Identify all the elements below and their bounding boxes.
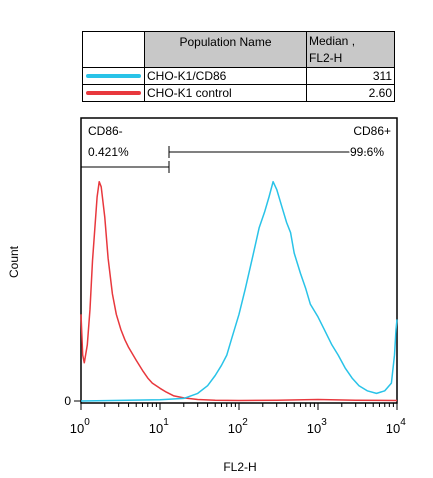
gate-percent-cd86-positive: 99.6%: [350, 145, 384, 159]
gate-percent-cd86-negative: 0.421%: [88, 145, 129, 159]
legend-swatch-cell: [82, 84, 145, 102]
legend-header-median: Median , FL2-H: [306, 31, 395, 68]
legend-row-name: CHO-K1/CD86: [144, 67, 307, 85]
y-tick-label: 0: [64, 394, 71, 408]
gate-label-cd86-negative: CD86-: [88, 124, 123, 138]
legend-swatch-cd86: [86, 74, 141, 78]
plot-frame: [80, 117, 398, 404]
gate-label-cd86-positive: CD86+: [353, 124, 391, 138]
legend-row-median: 2.60: [306, 84, 395, 102]
x-tick-label-exponent: 3: [321, 417, 327, 428]
legend-swatch-control: [86, 91, 141, 95]
x-tick-label-exponent: 4: [400, 417, 406, 428]
y-axis-label: Count: [7, 245, 21, 278]
x-tick-label-base: 10: [149, 421, 163, 436]
x-tick-label-exponent: 1: [163, 417, 169, 428]
legend-header-population-name: Population Name: [144, 31, 307, 68]
legend-row: CHO-K1 control 2.60: [82, 84, 395, 102]
legend-header-median-line2: FL2-H: [309, 51, 343, 65]
x-tick-label-base: 10: [307, 421, 321, 436]
series-line-control: [80, 180, 398, 402]
legend-row-name: CHO-K1 control: [144, 84, 307, 102]
legend-table: Population Name Median , FL2-H CHO-K1/CD…: [82, 31, 395, 102]
x-tick-label-exponent: 0: [84, 417, 90, 428]
x-tick-label-base: 10: [228, 421, 242, 436]
x-tick-label-base: 10: [386, 421, 400, 436]
x-axis-label: FL2-H: [223, 460, 256, 474]
series-line-cd86: [80, 180, 398, 402]
legend-header-row: Population Name Median , FL2-H: [82, 31, 395, 68]
x-tick-label-base: 10: [70, 421, 84, 436]
legend-row: CHO-K1/CD86 311: [82, 67, 395, 85]
legend-header-median-line1: Median ,: [309, 34, 356, 48]
x-tick-label-exponent: 2: [242, 417, 248, 428]
